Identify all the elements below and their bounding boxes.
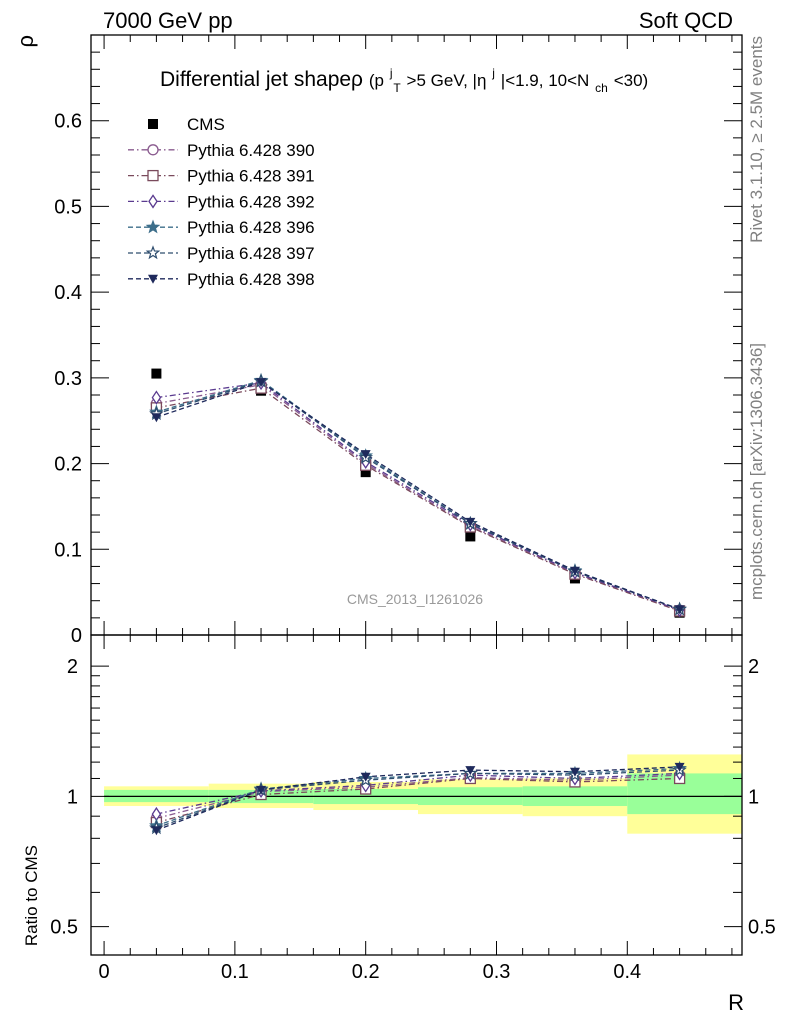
main-point-pythia-6-428-398 [569,566,580,576]
main-point-cms [151,368,162,379]
main-series-markers [149,368,687,618]
legend: CMS Pythia 6.428 390 Pythia 6.428 391 Pythi… [128,115,315,289]
ratio-point-pythia-6-428-398 [465,766,476,776]
x-axis-label: R [728,990,744,1015]
y-tick-label-main: 0.3 [54,368,82,390]
legend-marker [145,219,161,234]
title-main: Differential jet shapeρ [160,68,363,91]
title-mid2: |<1.9, 10<N [501,71,590,90]
y-tick-label-ratio-right: 2 [748,656,759,678]
title-eta-sup: j [491,66,495,80]
x-tick-label: 0.4 [613,961,641,983]
ratio-line-pythia-6-428-396 [156,767,680,827]
title-nch-sub: ch [595,81,608,95]
legend-label: Pythia 6.428 391 [187,167,315,186]
tick-labels: 0 0.1 0.2 0.3 0.4 0.5 0.6 0.5 0.5 1 1 2 2 0 0.1 0.2 0.3 0… [50,111,776,983]
x-tick-label: 0.1 [221,961,249,983]
y-tick-label-main: 0 [71,625,82,647]
legend-marker [147,144,159,156]
main-line-pythia-6-428-390 [156,384,680,611]
main-line-pythia-6-428-391 [156,387,680,612]
legend-label: Pythia 6.428 392 [187,192,315,211]
chart-title: Differential jet shapeρ (p j T >5 GeV, |… [160,59,648,97]
axes [90,34,743,956]
ratio-point-pythia-6-428-398 [256,785,267,795]
legend-label: Pythia 6.428 390 [187,141,315,160]
y-tick-label-main: 0.5 [54,196,82,218]
legend-marker [145,245,161,260]
main-point-pythia-6-428-398 [256,378,267,388]
title-end: <30) [614,71,649,90]
y-tick-label-main: 0.4 [54,282,82,304]
header-right: Soft QCD [639,8,733,33]
main-point-pythia-6-428-398 [360,450,371,460]
x-tick-label: 0.3 [483,961,511,983]
title-p: (p [369,71,384,90]
ratio-line-pythia-6-428-397 [156,769,680,829]
main-point-pythia-6-428-398 [674,605,685,615]
ratio-series-lines [156,766,680,831]
rivet-label: Rivet 3.1.10, ≥ 2.5M events [747,36,766,243]
main-point-pythia-6-428-398 [151,413,162,423]
title-pt-sup: j [389,66,393,80]
main-line-pythia-6-428-392 [156,382,680,611]
y-tick-label-ratio-right: 1 [748,786,759,808]
main-line-pythia-6-428-397 [156,380,680,610]
x-tick-label: 0 [99,961,110,983]
ratio-uncertainty-bands [104,754,742,834]
y-tick-label-main: 0.1 [54,539,82,561]
main-point-cms [360,467,371,478]
ratio-point-pythia-6-428-398 [569,767,580,777]
header-left: 7000 GeV pp [103,8,233,33]
main-point-pythia-6-428-398 [465,517,476,527]
y-axis-label-main: ρ [13,35,38,48]
x-tick-label: 0.2 [352,961,380,983]
ratio-line-pythia-6-428-398 [156,766,680,831]
ratio-point-pythia-6-428-398 [674,762,685,772]
main-point-pythia-6-428-392 [151,390,162,405]
mcplots-label: mcplots.cern.ch [arXiv:1306.3436] [747,343,766,600]
main-line-pythia-6-428-398 [156,381,680,610]
y-tick-label-ratio-right: 0.5 [748,917,776,939]
y-tick-label-main: 0.6 [54,111,82,133]
y-axis-label-ratio: Ratio to CMS [22,845,41,946]
ratio-frame [90,634,743,956]
legend-marker [148,274,158,284]
ratio-point-pythia-6-428-398 [151,826,162,836]
legend-marker [147,169,159,182]
legend-label: Pythia 6.428 396 [187,218,315,237]
y-tick-label-main: 0.2 [54,454,82,476]
legend-marker [148,119,158,129]
analysis-watermark: CMS_2013_I1261026 [347,591,483,607]
title-mid: >5 GeV, |η [407,71,487,90]
title-pt-sub: T [393,81,401,95]
legend-label: CMS [187,115,225,134]
legend-label: Pythia 6.428 398 [187,270,315,289]
y-tick-label-ratio-left: 1 [67,786,78,808]
main-point-cms [465,531,476,542]
ratio-series-markers [149,760,687,836]
ratio-line-pythia-6-428-391 [156,777,680,824]
y-tick-label-ratio-left: 0.5 [50,917,78,939]
legend-marker [148,194,158,209]
y-tick-label-ratio-left: 2 [67,656,78,678]
main-series-lines [156,379,680,612]
legend-label: Pythia 6.428 397 [187,244,315,263]
ratio-point-pythia-6-428-398 [360,772,371,782]
